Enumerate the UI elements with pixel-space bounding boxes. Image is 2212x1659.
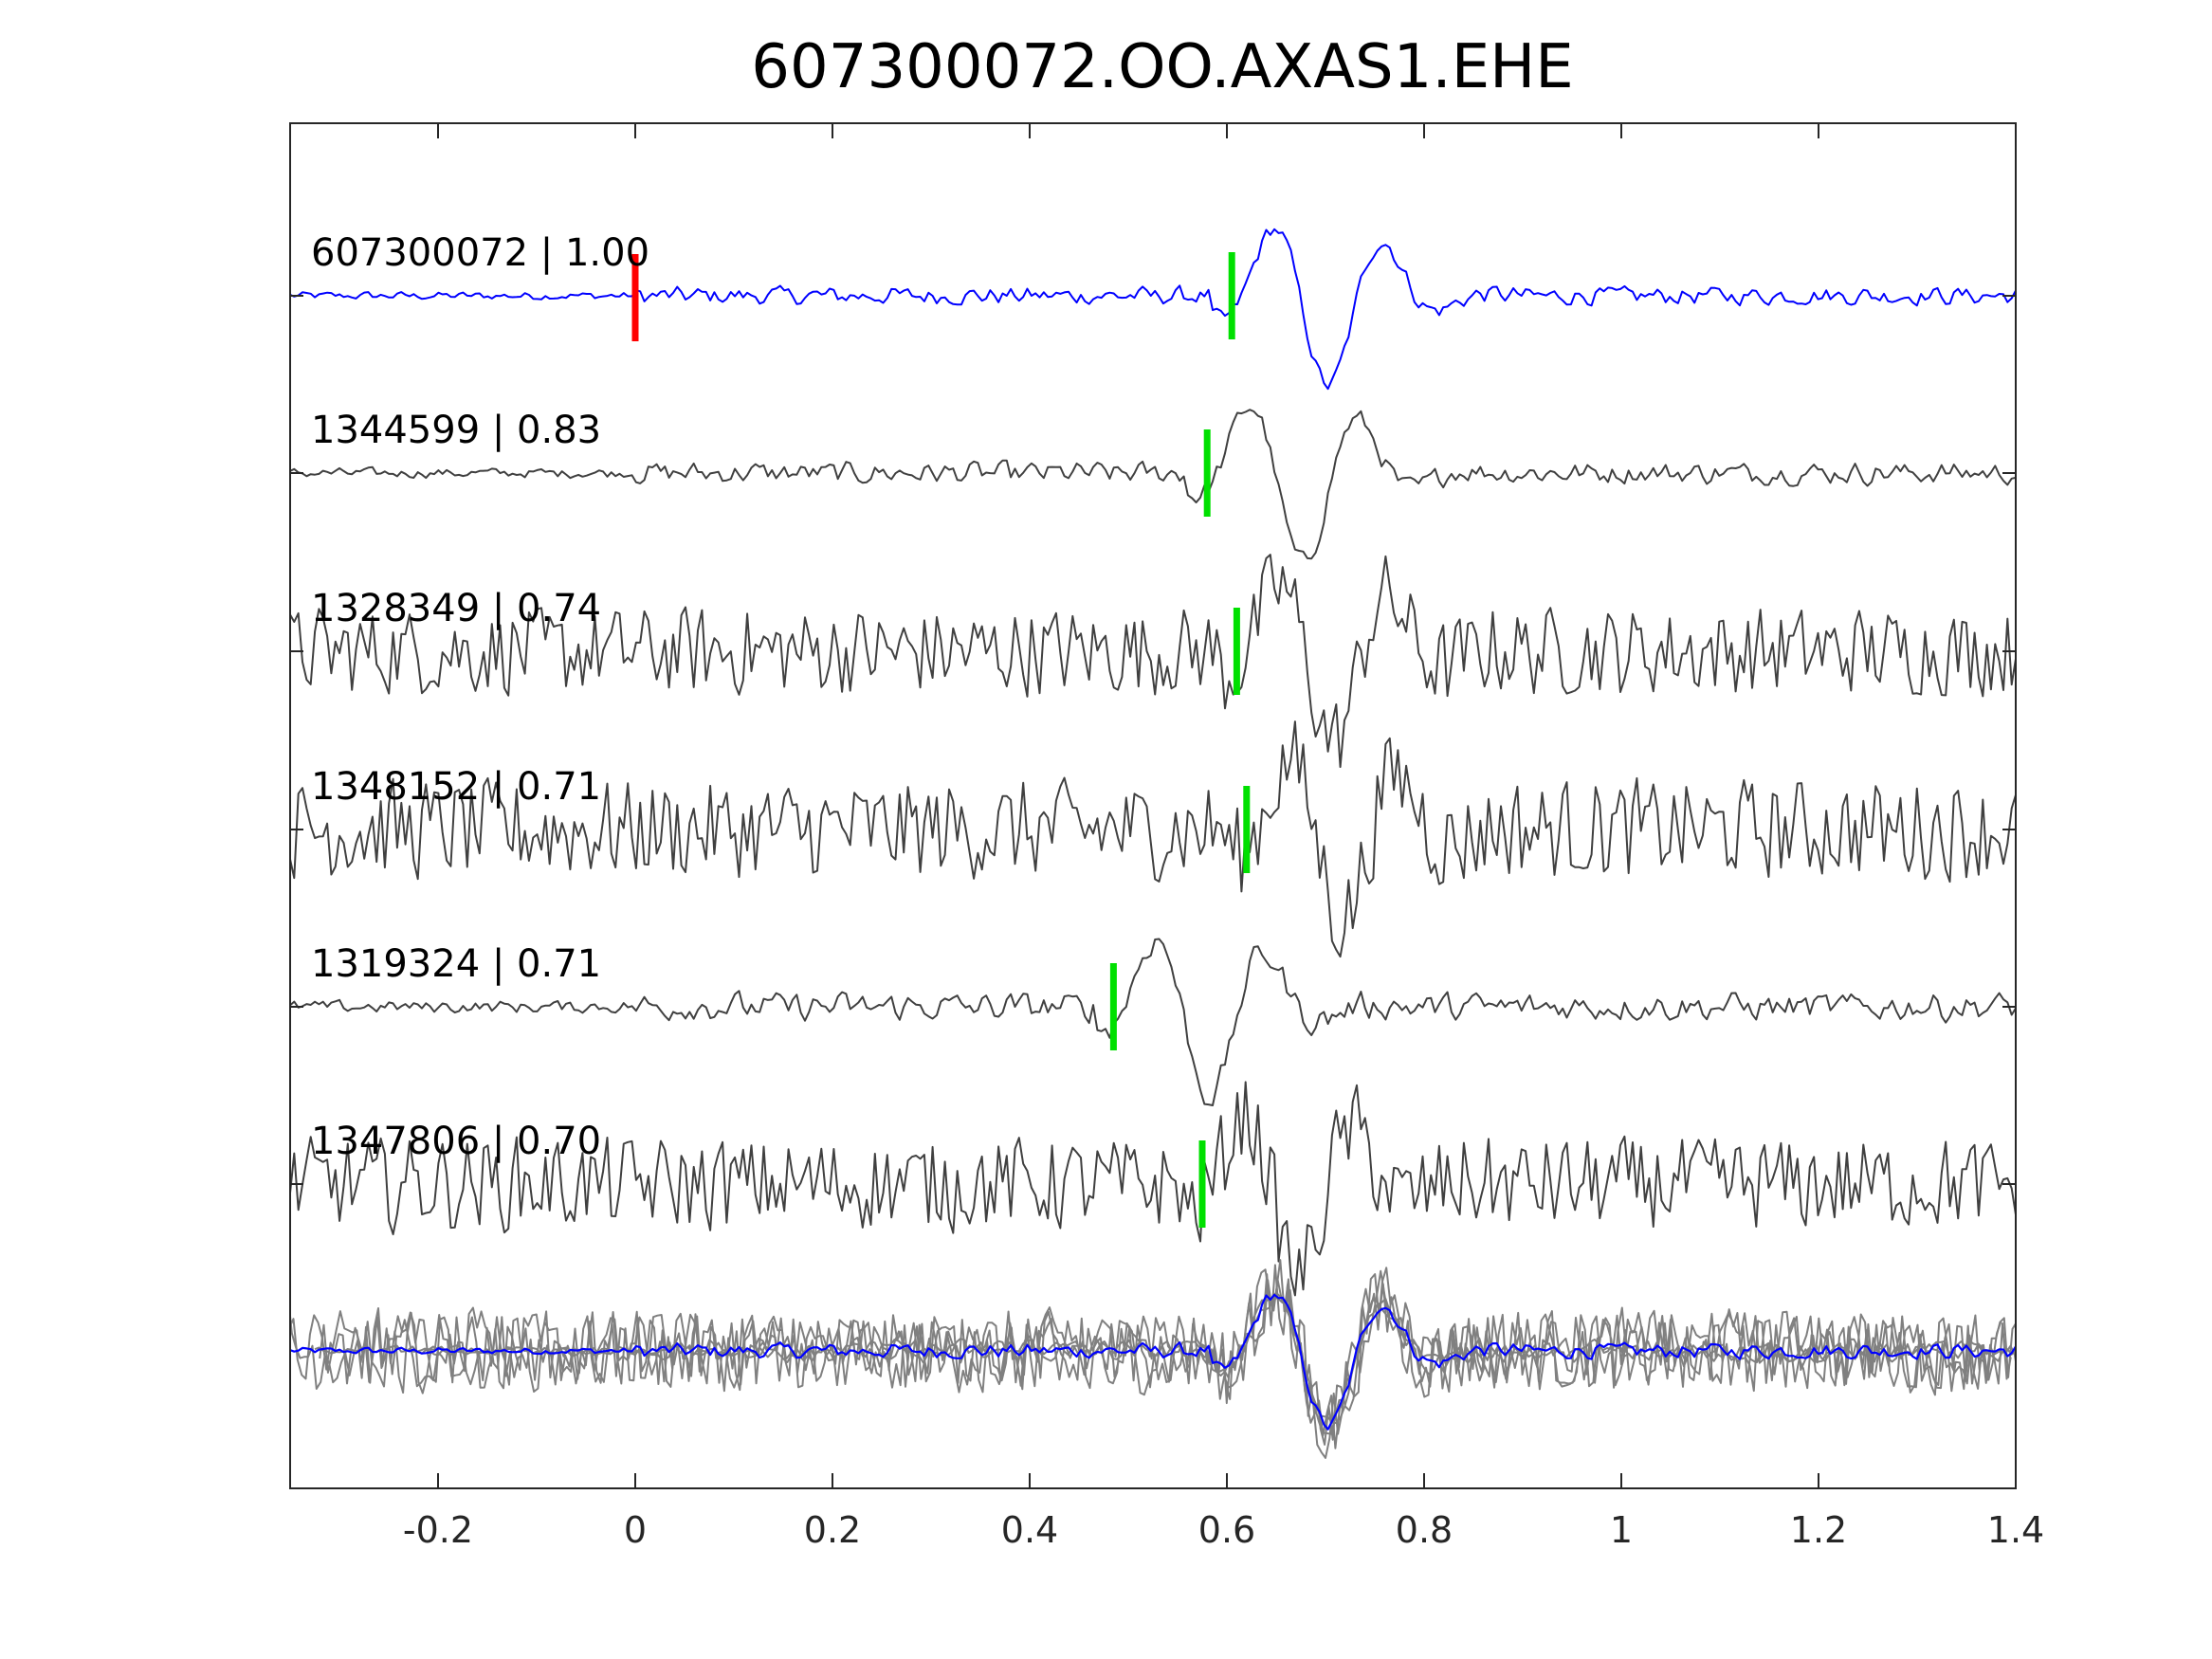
stack-trace-5 <box>319 1264 2017 1446</box>
x-tick-label-6: 1 <box>1610 1509 1633 1551</box>
trace-line-4 <box>289 720 2017 958</box>
trace-label-6: 1347806 | 0.70 <box>311 1120 601 1163</box>
trace-line-1 <box>289 228 2017 391</box>
x-tick-label-0: -0.2 <box>403 1509 473 1551</box>
stack-template-trace <box>289 1293 2017 1431</box>
trace-label-2: 1344599 | 0.83 <box>311 409 601 452</box>
trace-label-1: 607300072 | 1.00 <box>311 231 649 275</box>
x-tick-label-8: 1.4 <box>1987 1509 2044 1551</box>
stack-trace-3 <box>289 1259 2002 1459</box>
plot-area <box>290 123 2016 1488</box>
plot-frame <box>289 122 2017 1489</box>
trace-line-5 <box>289 938 2017 1106</box>
x-tick-label-5: 0.8 <box>1396 1509 1453 1551</box>
picks-layer <box>631 252 1251 1228</box>
traces-layer <box>289 228 2017 1297</box>
x-tick-label-1: 0 <box>624 1509 647 1551</box>
trace-label-5: 1319324 | 0.71 <box>311 942 601 986</box>
trace-line-2 <box>289 409 2017 560</box>
x-tick-label-3: 0.4 <box>1001 1509 1058 1551</box>
trace-label-4: 1348152 | 0.71 <box>311 765 601 809</box>
x-tick-label-7: 1.2 <box>1790 1509 1847 1551</box>
trace-label-3: 1328349 | 0.74 <box>311 587 601 630</box>
stack-layer <box>289 1259 2017 1459</box>
ticks-layer: -0.2 0 0.2 0.4 0.6 0.8 1 1.2 1.4 <box>290 123 2044 1551</box>
labels-layer: 607300072 | 1.00 1344599 | 0.83 1328349 | … <box>311 231 649 1163</box>
x-tick-label-4: 0.6 <box>1198 1509 1255 1551</box>
trace-line-6 <box>289 1081 2017 1297</box>
x-tick-label-2: 0.2 <box>804 1509 861 1551</box>
stack-trace-4 <box>408 1292 2017 1435</box>
trace-line-3 <box>289 554 2017 768</box>
chart-title: 607300072.OO.AXAS1.EHE <box>751 32 1573 102</box>
